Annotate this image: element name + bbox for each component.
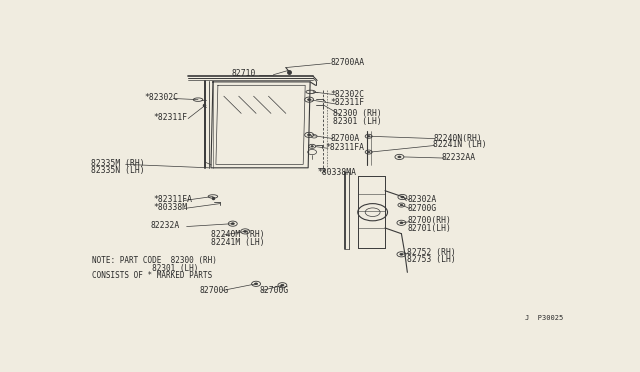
Text: 82753 (LH): 82753 (LH) <box>408 255 456 264</box>
Circle shape <box>400 253 403 255</box>
Text: 82300 (RH): 82300 (RH) <box>333 109 381 118</box>
Text: CONSISTS OF * MARKED PARTS: CONSISTS OF * MARKED PARTS <box>92 271 212 280</box>
Text: J  P30025: J P30025 <box>525 315 564 321</box>
Text: 82700G: 82700G <box>408 204 436 213</box>
Text: 82710: 82710 <box>231 69 255 78</box>
Text: 82701(LH): 82701(LH) <box>408 224 451 233</box>
Circle shape <box>308 134 310 136</box>
Text: 82301 (LH): 82301 (LH) <box>92 264 199 273</box>
Circle shape <box>308 99 310 100</box>
Circle shape <box>398 156 401 158</box>
Text: *80338M: *80338M <box>154 203 188 212</box>
Text: 82240N(RH): 82240N(RH) <box>433 134 482 142</box>
Text: 82335N (LH): 82335N (LH) <box>91 166 145 175</box>
Text: 82240M (RH): 82240M (RH) <box>211 230 265 239</box>
Circle shape <box>400 222 403 224</box>
Text: 82700AA: 82700AA <box>330 58 365 67</box>
Circle shape <box>255 283 258 285</box>
Text: 82232AA: 82232AA <box>441 153 476 162</box>
Text: 82241M (LH): 82241M (LH) <box>211 238 265 247</box>
Circle shape <box>231 223 234 225</box>
Text: NOTE: PART CODE  82300 (RH): NOTE: PART CODE 82300 (RH) <box>92 256 217 265</box>
Text: *82311FA: *82311FA <box>154 195 193 204</box>
Text: 82232A: 82232A <box>150 221 180 230</box>
Circle shape <box>244 231 247 232</box>
Text: *82311F: *82311F <box>330 98 365 107</box>
Circle shape <box>281 284 284 286</box>
Text: *82302C: *82302C <box>145 93 179 102</box>
Circle shape <box>367 151 370 153</box>
Text: 82335M (RH): 82335M (RH) <box>91 159 145 168</box>
Circle shape <box>400 204 403 206</box>
Circle shape <box>367 136 370 137</box>
Text: 82700G: 82700G <box>199 286 228 295</box>
Text: 82700A: 82700A <box>330 134 360 142</box>
Text: 82301 (LH): 82301 (LH) <box>333 116 381 126</box>
Circle shape <box>401 196 404 198</box>
Text: 82241N (LH): 82241N (LH) <box>433 140 487 150</box>
Text: *80338MA: *80338MA <box>317 168 356 177</box>
Text: 82752 (RH): 82752 (RH) <box>408 248 456 257</box>
Circle shape <box>311 145 314 147</box>
Text: 82700(RH): 82700(RH) <box>408 216 451 225</box>
Text: *82302C: *82302C <box>330 90 365 99</box>
Text: 82700G: 82700G <box>260 286 289 295</box>
Text: *82311F: *82311F <box>154 113 188 122</box>
Text: 82302A: 82302A <box>408 195 436 204</box>
Text: *82311FA: *82311FA <box>326 143 365 152</box>
